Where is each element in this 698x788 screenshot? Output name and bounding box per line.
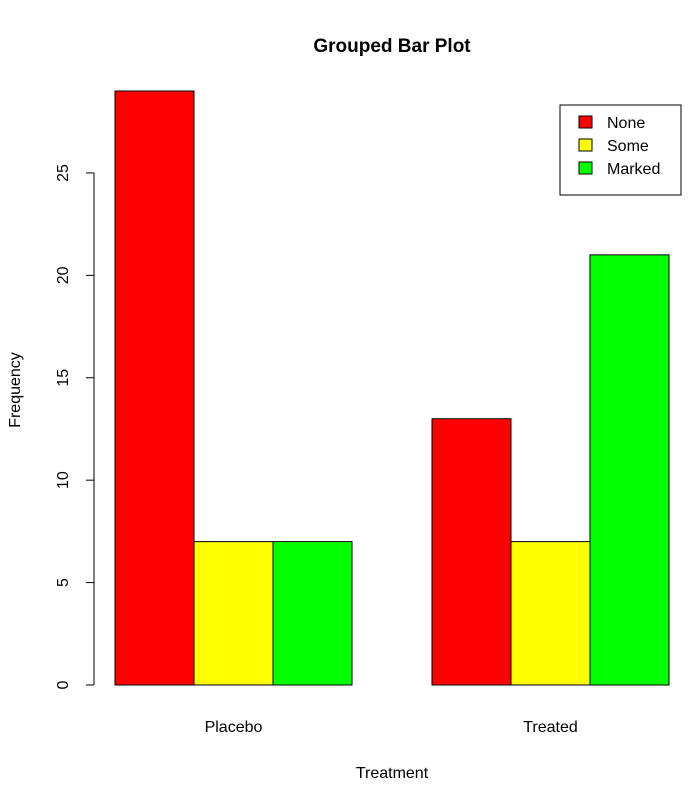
bar-treated-some [510, 541, 591, 686]
legend-label-marked: Marked [607, 161, 660, 178]
y-tick-label: 10 [55, 471, 72, 489]
y-tick-label: 5 [55, 578, 72, 587]
bar-treated-marked [589, 254, 670, 686]
x-tick-label: Placebo [205, 719, 263, 736]
y-tick-label: 25 [55, 164, 72, 182]
x-axis-label: Treatment [356, 765, 429, 782]
bar-placebo-marked [272, 541, 353, 686]
legend-label-some: Some [607, 138, 649, 155]
bar-placebo-some [193, 541, 274, 686]
legend-swatch-marked [578, 161, 593, 175]
bar-placebo-none [114, 90, 195, 686]
bar-treated-none [431, 418, 512, 686]
bars-group [114, 90, 670, 686]
legend: None Some Marked [559, 104, 682, 196]
x-tick-labels: Placebo Treated [205, 719, 578, 736]
y-tick-label: 20 [55, 266, 72, 284]
legend-swatch-none [578, 115, 593, 129]
y-axis-label: Frequency [7, 352, 24, 428]
legend-swatch-some [578, 138, 593, 152]
x-tick-label: Treated [523, 719, 578, 736]
legend-label-none: None [607, 115, 645, 132]
y-axis: 0 5 10 15 20 25 [55, 164, 95, 689]
y-tick-label: 0 [55, 680, 72, 689]
y-tick-label: 15 [55, 369, 72, 387]
chart-title: Grouped Bar Plot [313, 36, 471, 57]
